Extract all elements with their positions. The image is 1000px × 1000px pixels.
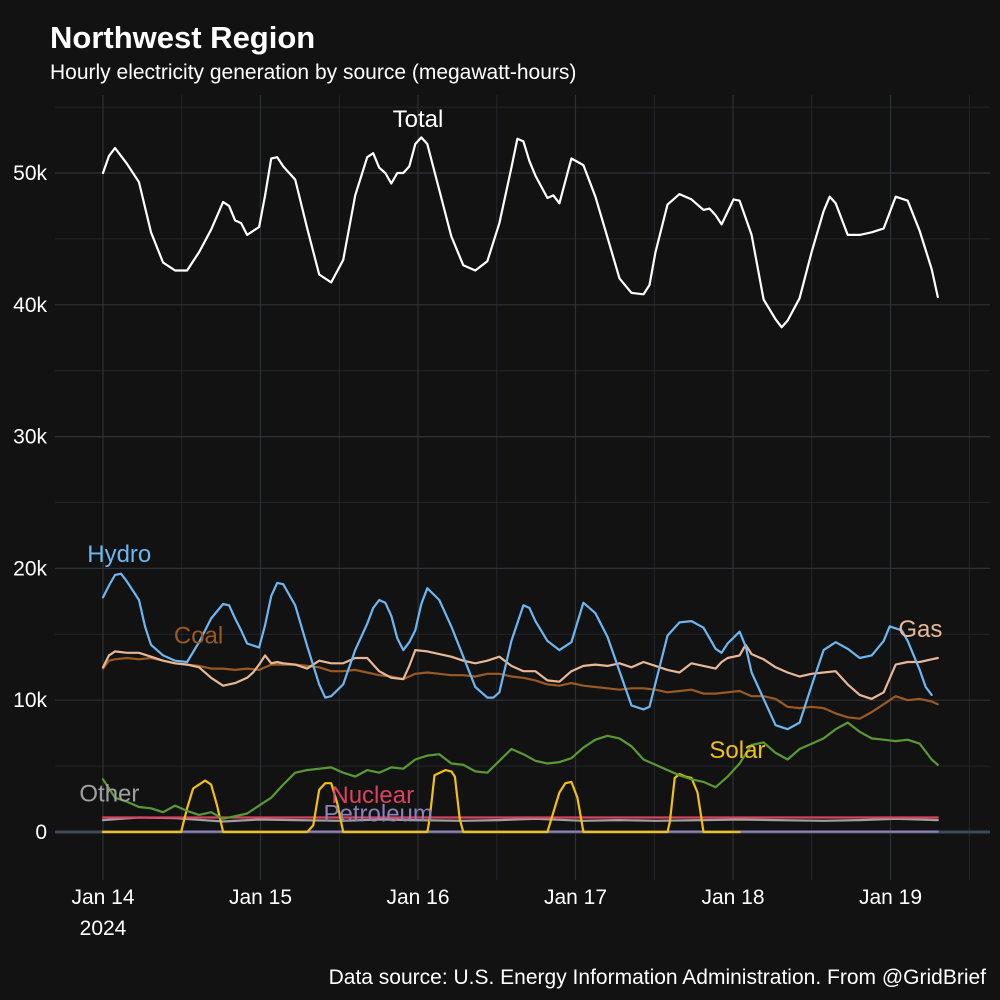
grid-lines [55, 95, 990, 880]
series-label-gas: Gas [898, 616, 942, 643]
series-label-petroleum: Petroleum [324, 800, 433, 827]
y-tick-label: 40k [13, 294, 47, 317]
y-axis: 0 10k 20k 30k 40k 50k [13, 162, 47, 844]
y-tick-label: 30k [13, 426, 47, 449]
series-line-hydro [101, 572, 933, 731]
y-tick-label: 0 [35, 821, 47, 844]
series-line-gas [101, 643, 939, 700]
x-tick-label: Jan 19 [859, 886, 922, 909]
y-tick-label: 50k [13, 162, 47, 185]
x-axis: Jan 14 2024 Jan 15 Jan 16 Jan 17 Jan 18 Jan 19 [71, 886, 922, 940]
series-lines [101, 136, 939, 834]
y-tick-label: 10k [13, 689, 47, 712]
series-line-total [101, 136, 939, 329]
series-labels: TotalHydroGasCoalWindSolarNuclearOtherPe… [79, 106, 942, 828]
x-tick-sublabel: 2024 [80, 917, 127, 940]
series-line-coal [101, 656, 939, 720]
series-label-nuclear: Nuclear [331, 782, 414, 809]
series-label-total: Total [393, 106, 444, 133]
x-tick-label: Jan 17 [544, 886, 607, 909]
y-tick-label: 20k [13, 557, 47, 580]
series-line-other [101, 816, 939, 823]
series-label-hydro: Hydro [87, 541, 151, 568]
x-tick-label: Jan 18 [701, 886, 764, 909]
series-label-coal: Coal [174, 623, 223, 650]
chart-title: Northwest Region [50, 20, 316, 55]
x-tick-label: Jan 16 [386, 886, 449, 909]
series-line-solar [101, 769, 741, 834]
series-label-other: Other [79, 781, 139, 808]
chart-subtitle: Hourly electricity generation by source … [50, 61, 577, 84]
x-tick-label: Jan 14 [71, 886, 134, 909]
x-tick-label: Jan 15 [229, 886, 292, 909]
series-label-solar: Solar [709, 737, 765, 764]
source-caption: Data source: U.S. Energy Information Adm… [328, 966, 986, 989]
series-line-wind [101, 721, 939, 820]
